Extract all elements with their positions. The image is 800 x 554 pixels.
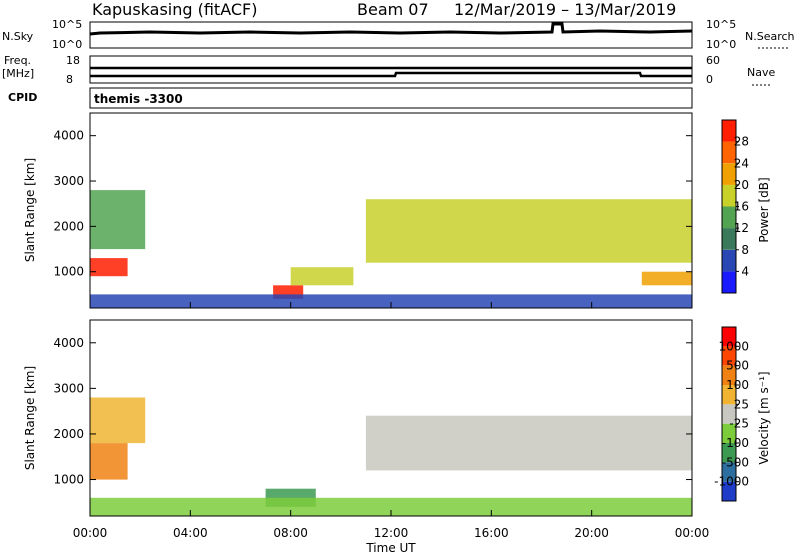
nave-tick-top: 60	[706, 54, 720, 67]
power-ytick-label-1: 2000	[53, 219, 84, 233]
time-x-axis: 00:00 04:00 08:00 12:00 16:00 20:00 00:00	[73, 302, 710, 540]
velocity-cbar-tick-label-0: 1000	[718, 339, 749, 353]
velocity-cbar-seg-7	[722, 346, 736, 366]
x-tick-label-5: 20:00	[574, 526, 609, 540]
x-tick-label-3: 12:00	[374, 526, 409, 540]
velocity-y-axis: 1000 2000 3000 4000	[53, 336, 692, 487]
velocity-ytick-label-1: 2000	[53, 427, 84, 441]
velocity-cbar-seg-1	[722, 462, 736, 482]
power-ytick-label-3: 4000	[53, 129, 84, 143]
power-cbar-label: Power [dB]	[757, 177, 771, 242]
velocity-cbar-tick-label-5: -100	[722, 436, 749, 450]
velocity-region-0	[90, 443, 128, 480]
power-cbar-tick-label-2: 12	[734, 221, 749, 235]
nave-line	[90, 71, 692, 78]
velocity-cbar-tick-label-3: 25	[734, 397, 749, 411]
velocity-cbar-frame	[721, 326, 737, 502]
power-cbar-seg-5	[722, 163, 736, 185]
power-panel: 1000 2000 3000 4000 Slant Range [km] 4 8 12 16…	[23, 112, 771, 309]
nsky-label: N.Sky	[2, 30, 34, 43]
cpid-label: CPID	[8, 91, 37, 104]
nsky-tick-bottom: 10^0	[52, 38, 82, 51]
power-region-0	[90, 258, 128, 277]
power-cbar-seg-7	[722, 120, 736, 142]
x-tick-label-4: 16:00	[474, 526, 509, 540]
nsky-line	[89, 22, 693, 36]
velocity-ytick-label-0: 1000	[53, 473, 84, 487]
velocity-cbar-seg-8	[722, 327, 736, 347]
velocity-region-1	[90, 397, 146, 444]
x-tick-label-2: 08:00	[273, 526, 308, 540]
nsearch-tick-bottom: 10^0	[706, 38, 736, 51]
freq-unit: [MHz]	[2, 67, 34, 80]
power-cbar-seg-1	[722, 249, 736, 272]
x-tick-label-0: 00:00	[73, 526, 108, 540]
velocity-cbar-seg-5	[722, 385, 736, 405]
power-ytick-label-0: 1000	[53, 265, 84, 279]
velocity-region-3	[365, 415, 692, 471]
power-cbar-tick-label-4: 20	[734, 178, 749, 192]
power-region-5	[641, 271, 692, 286]
x-tick-label-1: 04:00	[173, 526, 208, 540]
nave-tick-bottom: 0	[706, 73, 713, 86]
power-y-axis: 1000 2000 3000 4000	[53, 129, 692, 279]
velocity-ylabel: Slant Range [km]	[23, 366, 37, 470]
power-cbar-seg-0	[722, 271, 736, 293]
power-ytick-label-2: 3000	[53, 174, 84, 188]
power-cbar-tick-label-6: 28	[734, 135, 749, 149]
nsky-panel	[89, 21, 693, 49]
station-title: Kapuskasing (fitACF)	[92, 0, 257, 19]
power-region-6	[90, 294, 692, 308]
velocity-cbar-seg-2	[722, 443, 736, 463]
velocity-ytick-label-2: 3000	[53, 381, 84, 395]
power-data-layer	[90, 190, 692, 308]
velocity-colorbar: 1000 500 100 25 -25 -100 -500 -1000	[714, 326, 749, 502]
freq-tick-top: 18	[66, 54, 80, 67]
power-cbar-seg-3	[722, 206, 736, 229]
nsearch-label: N.Search	[745, 30, 795, 43]
nave-label: Nave	[747, 66, 775, 79]
nsky-tick-top: 10^5	[52, 18, 82, 31]
beam-label: Beam 07	[357, 0, 429, 19]
freq-label: Freq.	[4, 54, 31, 67]
power-colorbar: 4 8 12 16 20 24 28	[721, 119, 749, 294]
velocity-cbar-seg-6	[722, 365, 736, 385]
velocity-cbar-tick-label-2: 100	[726, 378, 749, 392]
cpid-panel	[89, 87, 693, 109]
power-cbar-tick-label-0: 4	[741, 264, 749, 278]
power-region-1	[90, 190, 146, 250]
nsearch-tick-top: 10^5	[706, 18, 736, 31]
power-region-3	[290, 267, 354, 286]
velocity-region-4	[90, 497, 692, 516]
power-cbar-seg-2	[722, 228, 736, 250]
velocity-cbar-seg-0	[722, 481, 736, 501]
date-range: 12/Mar/2019 – 13/Mar/2019	[454, 0, 676, 19]
power-cbar-tick-label-1: 8	[741, 243, 749, 257]
x-tick-label-6: 00:00	[675, 526, 710, 540]
velocity-cbar-tick-label-1: 500	[726, 359, 749, 373]
velocity-cbar-tick-label-6: -500	[722, 455, 749, 469]
velocity-cbar-seg-4	[722, 404, 736, 424]
cpid-value: themis -3300	[94, 92, 183, 106]
velocity-cbar-seg-3	[722, 423, 736, 443]
velocity-cbar-tick-label-7: -1000	[714, 475, 749, 489]
power-ylabel: Slant Range [km]	[23, 158, 37, 262]
velocity-panel: 1000 2000 3000 4000 Slant Range [km] 1000 50…	[23, 319, 771, 517]
power-region-4	[365, 199, 692, 263]
velocity-cbar-label: Velocity [m s⁻¹]	[757, 371, 771, 464]
power-cbar-seg-6	[722, 141, 736, 164]
power-cbar-seg-4	[722, 184, 736, 207]
freq-panel	[89, 55, 693, 84]
freq-tick-bottom: 8	[66, 73, 73, 86]
velocity-data-layer	[90, 397, 692, 516]
velocity-cbar-tick-label-4: -25	[729, 417, 749, 431]
time-xlabel: Time UT	[365, 541, 416, 554]
power-cbar-tick-label-3: 16	[734, 200, 749, 214]
power-cbar-tick-label-5: 24	[734, 156, 749, 170]
velocity-ytick-label-3: 4000	[53, 336, 84, 350]
